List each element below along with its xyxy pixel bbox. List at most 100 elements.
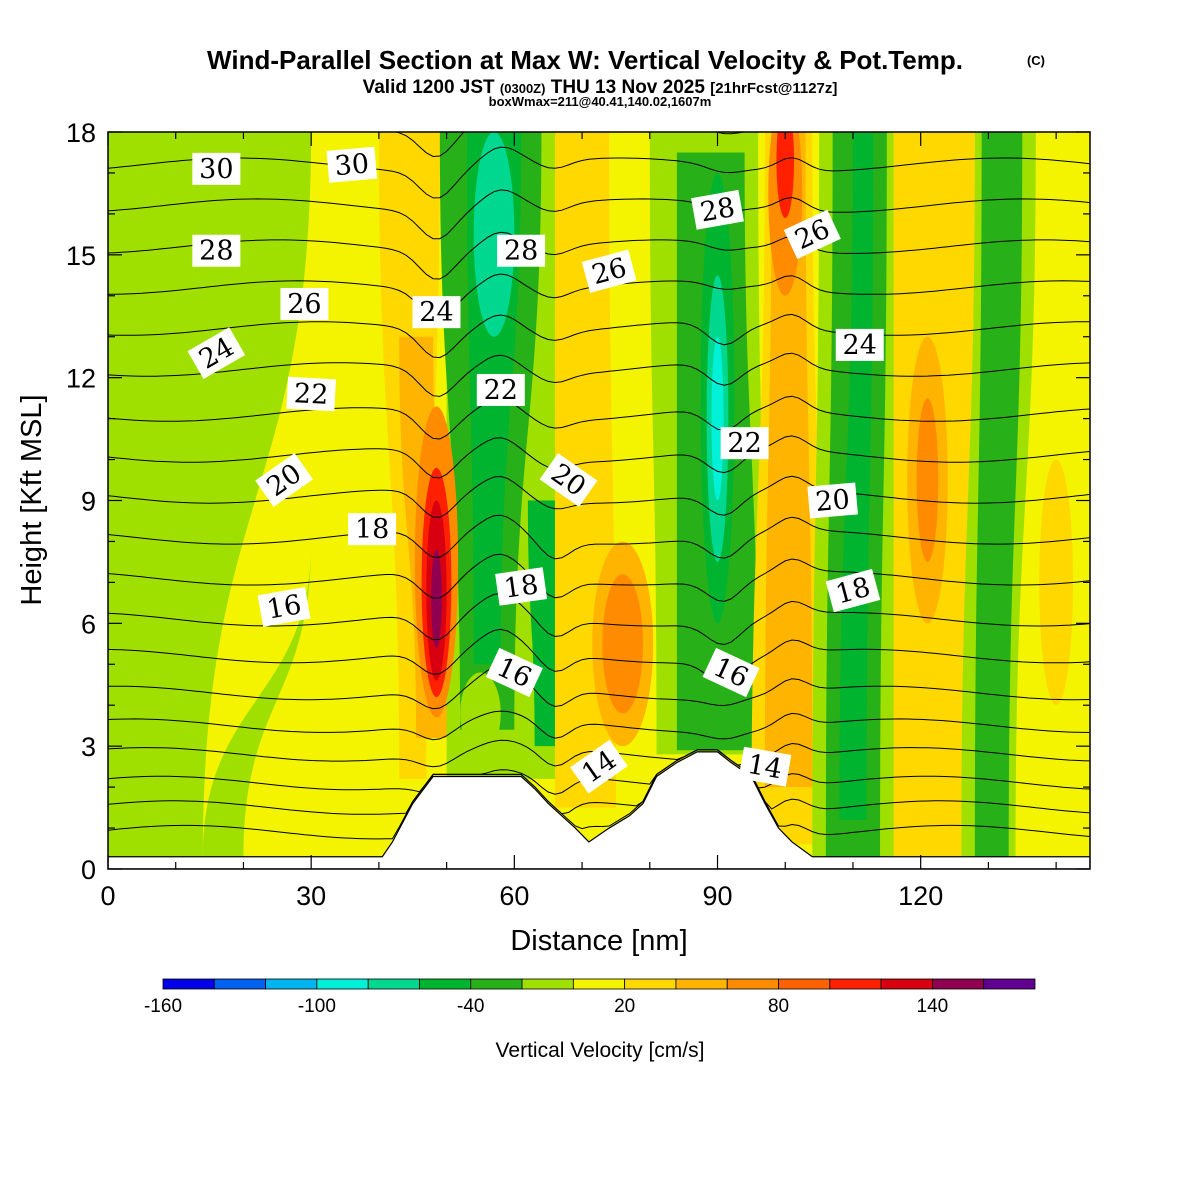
colorbar-swatch (880, 978, 933, 990)
pot-temp-label-20: 16 (257, 587, 311, 627)
pot-temp-label-2: 28 (192, 234, 241, 267)
pot-temp-label-bg (495, 567, 548, 606)
pot-temp-label-text: 22 (484, 375, 518, 406)
pot-temp-label-text: 22 (727, 428, 761, 459)
colorbar-tick-label: -100 (298, 996, 336, 1017)
colorbar-tick-label: 80 (768, 996, 789, 1017)
colorbar-tick-label: 20 (614, 996, 635, 1017)
pot-temp-label-0: 30 (192, 152, 241, 185)
isentrope-18 (108, 146, 1090, 199)
y-tick-label: 9 (81, 487, 96, 517)
isentrope-16 (108, 231, 1090, 280)
blob-gold-east (1039, 459, 1074, 706)
pot-temp-label-bg (412, 296, 461, 329)
pot-temp-label-bg (485, 647, 543, 698)
pot-temp-label-17: 18 (348, 513, 397, 546)
colorbar-swatch (726, 978, 779, 990)
pot-temp-label-5: 26 (280, 287, 329, 320)
pot-temp-label-bg (825, 568, 881, 613)
isentrope-17 (108, 189, 1090, 240)
chart-subtitle: Valid 1200 JST (0300Z) THU 13 Nov 2025 [… (363, 77, 838, 98)
pot-temp-label-18: 18 (495, 567, 548, 606)
band-dgreen-3 (527, 500, 562, 747)
pot-temp-label-text: 28 (504, 236, 538, 267)
blob-w-min-1-core (711, 336, 724, 501)
colorbar-swatch (265, 978, 318, 990)
pot-temp-label-bg (691, 189, 744, 230)
subtitle-utc: (0300Z) (500, 81, 546, 96)
pot-temp-label-bg (497, 234, 546, 267)
pot-temp-label-text: 20 (814, 484, 851, 518)
colorbar-title: Vertical Velocity [cm/s] (496, 1039, 705, 1062)
subtitle-date: THU 13 Nov 2025 (551, 77, 706, 98)
pot-temp-label-bg (539, 453, 598, 507)
blob-w-max-4-core (916, 398, 939, 562)
colorbar-swatch (572, 978, 626, 990)
terrain-profile (108, 751, 1090, 869)
pot-temp-label-text: 18 (502, 569, 540, 604)
isentrope-13 (108, 352, 1090, 397)
band-orange-5 (764, 132, 813, 788)
x-tick-label: 30 (296, 881, 326, 911)
pot-temp-label-24: 14 (738, 746, 792, 787)
pot-temp-label-12: 22 (476, 373, 525, 406)
pot-temp-label-13: 22 (720, 427, 769, 460)
colorbar-swatch (316, 978, 369, 990)
blob-w-max-2-core (776, 132, 795, 218)
pot-temp-label-bg (280, 287, 329, 320)
pot-temp-label-text: 16 (265, 589, 304, 625)
pot-temp-label-bg (192, 152, 241, 185)
pot-temp-label-4: 28 (691, 189, 744, 230)
colorbar-swatch (624, 978, 677, 990)
colorbar-tick-label: -160 (144, 996, 182, 1017)
pot-temp-label-text: 24 (843, 330, 877, 361)
pot-temp-label-bg (286, 376, 336, 412)
pot-temp-label-9: 24 (412, 296, 461, 329)
pot-temp-label-bg (570, 739, 628, 794)
blob-lime-mid (460, 672, 501, 755)
box-info: boxWmax=211@40.41,140.02,1607m (489, 94, 712, 109)
colorbar-swatch (470, 978, 523, 990)
pot-temp-label-text: 22 (293, 378, 329, 411)
colorbar-swatch (932, 978, 985, 990)
pot-temp-label-text: 26 (287, 289, 321, 320)
colorbar-swatch (367, 978, 420, 990)
isentrope-9 (108, 514, 1090, 560)
pot-temp-label-bg (738, 746, 792, 787)
pot-temp-label-bg (835, 328, 884, 361)
pot-temp-label-text: 14 (745, 749, 784, 785)
pot-temp-label-text: 30 (199, 154, 233, 185)
isentrope-6 (108, 628, 1090, 684)
pot-temp-label-16: 20 (807, 482, 858, 519)
pot-temp-label-text: 28 (698, 192, 737, 228)
pot-temp-label-text: 24 (419, 297, 453, 328)
colorbar-swatch (521, 978, 574, 990)
isentrope-12 (108, 395, 1090, 440)
colorbar-swatch (162, 978, 215, 990)
chart-title: Wind-Parallel Section at Max W: Vertical… (207, 45, 963, 75)
colorbar-swatch (419, 978, 472, 990)
pot-temp-label-bg (187, 327, 246, 379)
pot-temp-label-10: 24 (835, 328, 884, 361)
pot-temp-label-bg (807, 482, 858, 519)
pot-temp-label-text: 18 (355, 514, 389, 545)
x-tick-label: 90 (702, 881, 732, 911)
pot-temp-label-3: 28 (497, 234, 546, 267)
y-tick-label: 6 (81, 609, 96, 639)
isentrope-1 (108, 749, 1090, 815)
isentrope-8 (108, 553, 1090, 602)
x-tick-label: 0 (100, 881, 115, 911)
isentrope-7 (108, 592, 1090, 646)
pot-temp-label-bg (783, 209, 841, 260)
colorbar-swatch (983, 978, 1036, 990)
pot-temp-label-text: 30 (333, 148, 370, 182)
pot-temp-label-bg (255, 453, 313, 507)
pot-temp-label-1: 30 (326, 146, 378, 183)
colorbar-swatch (778, 978, 831, 990)
band-dgreen-6 (839, 132, 874, 820)
y-tick-label: 3 (81, 732, 96, 762)
y-axis-label: Height [Kft MSL] (16, 394, 48, 605)
pot-temp-label-bg (476, 373, 525, 406)
colorbar-swatch (213, 978, 266, 990)
